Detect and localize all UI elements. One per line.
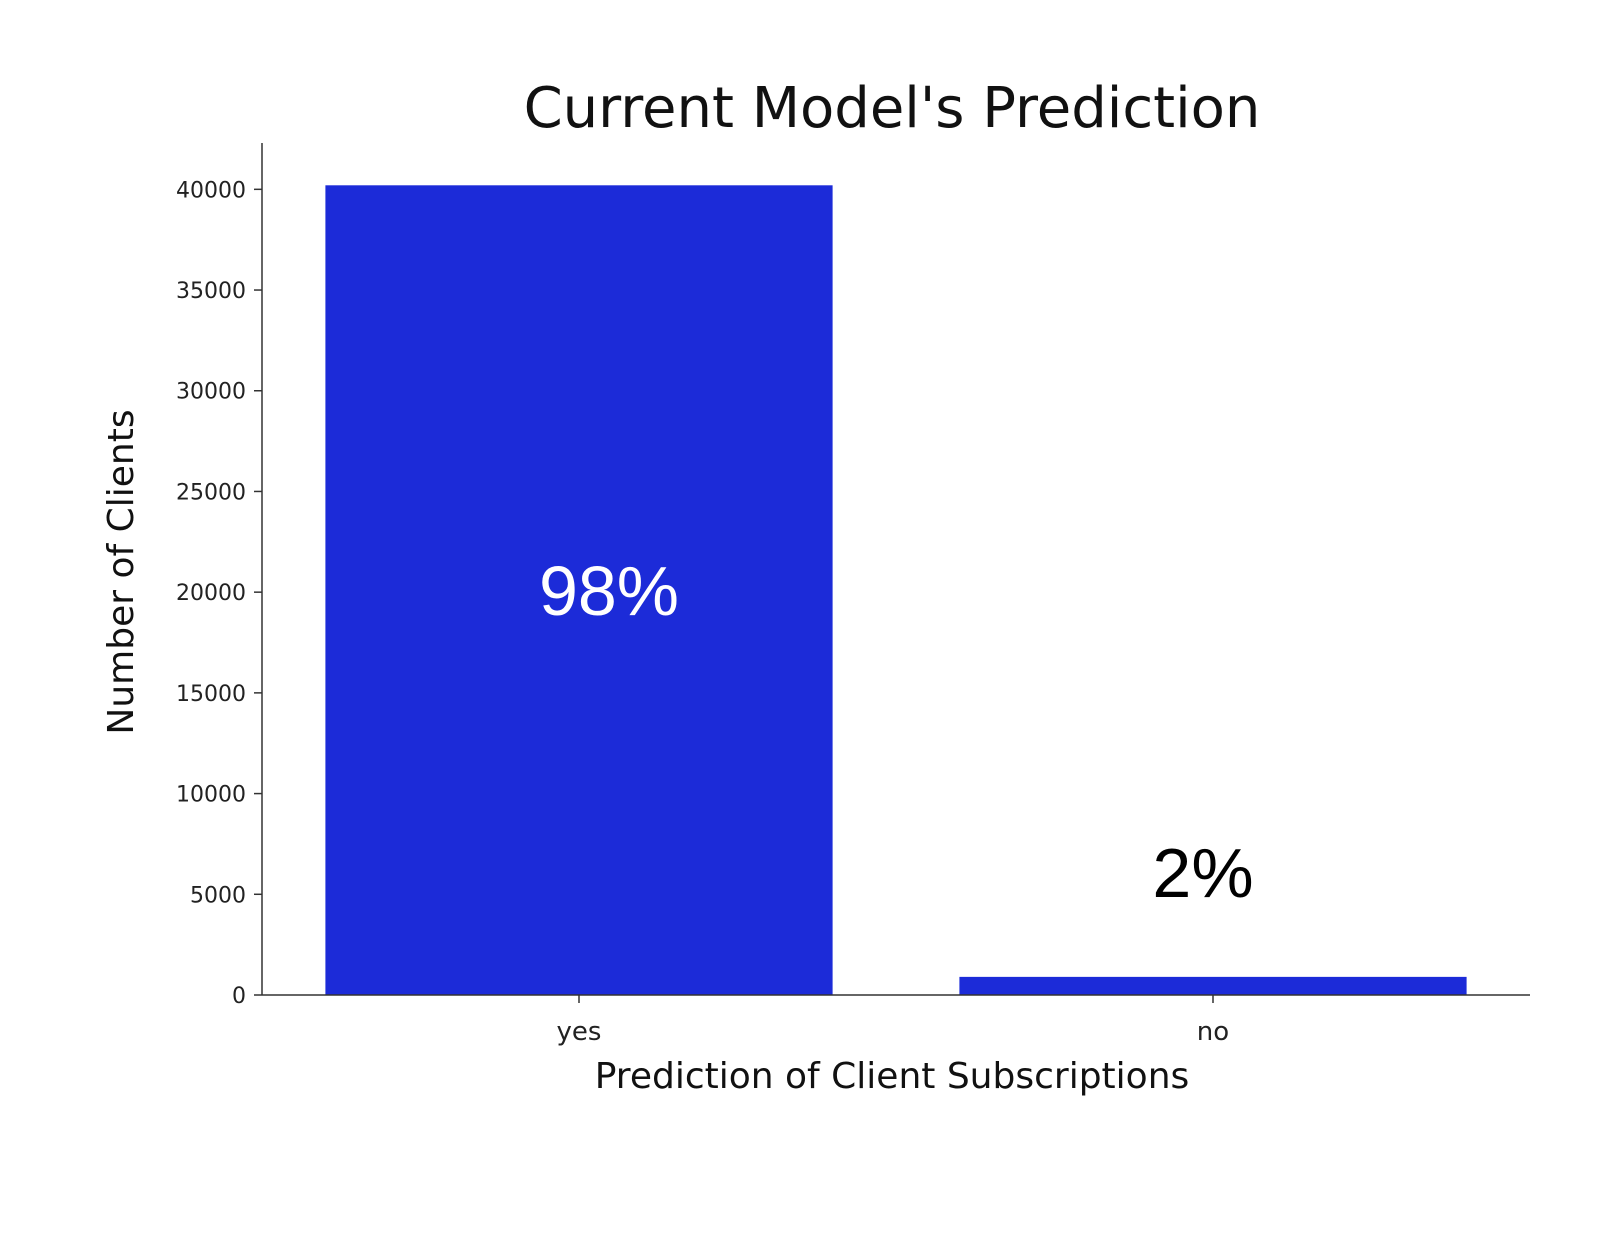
y-axis-label: Number of Clients xyxy=(101,409,142,734)
x-tick-label-yes: yes xyxy=(557,1017,602,1047)
y-tick-label: 10000 xyxy=(176,783,246,808)
bar-labels: 98% 2% xyxy=(539,552,1254,912)
y-axis-ticks: 0 5000 10000 15000 20000 25000 30000 35000 40000 xyxy=(176,178,262,1009)
bars xyxy=(325,185,1467,996)
y-tick-label: 30000 xyxy=(176,380,246,405)
chart-title: Current Model's Prediction xyxy=(524,76,1261,141)
bar-yes xyxy=(325,185,833,996)
y-tick-label: 35000 xyxy=(176,279,246,304)
y-tick-label: 15000 xyxy=(176,682,246,707)
bar-no xyxy=(959,976,1467,995)
bar-value-label-no: 2% xyxy=(1152,834,1253,912)
y-tick-label: 25000 xyxy=(176,480,246,505)
x-tick-label-no: no xyxy=(1197,1017,1229,1047)
x-axis-label: Prediction of Client Subscriptions xyxy=(595,1056,1190,1097)
bar-value-label-yes: 98% xyxy=(539,552,679,630)
y-tick-label: 20000 xyxy=(176,581,246,606)
y-tick-label: 40000 xyxy=(176,178,246,203)
x-axis-ticks: yes no xyxy=(557,995,1229,1047)
y-tick-label: 0 xyxy=(232,984,246,1009)
y-tick-label: 5000 xyxy=(190,883,246,908)
